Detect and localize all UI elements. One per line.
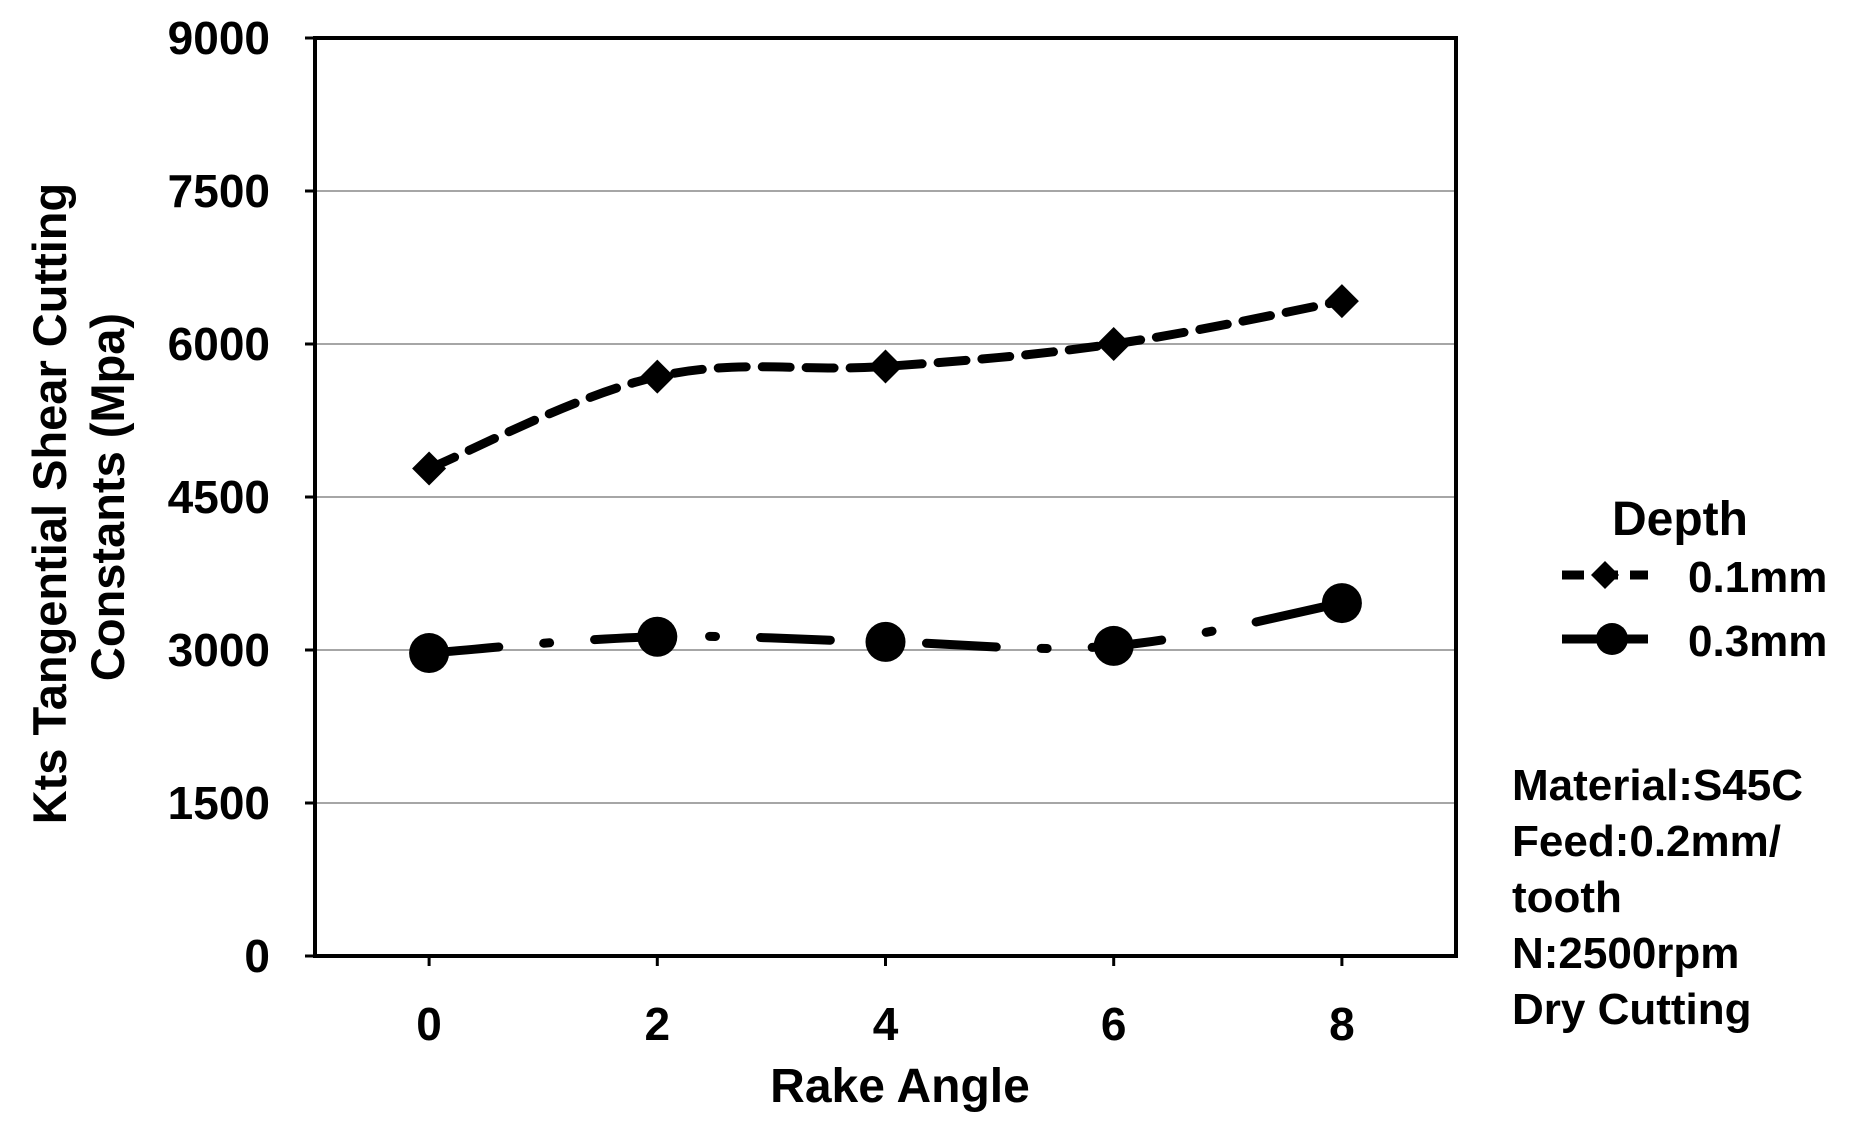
x-tick-label-4: 4 — [873, 998, 899, 1050]
y-tick-label-1500: 1500 — [168, 777, 270, 829]
data-point-0.1mm-4 — [868, 349, 903, 384]
x-tick-label-6: 6 — [1101, 998, 1127, 1050]
y-tick-label-4500: 4500 — [168, 471, 270, 523]
data-point-0.1mm-2 — [640, 359, 675, 394]
y-tick-label-6000: 6000 — [168, 318, 270, 370]
legend-marker-diamond — [1591, 561, 1619, 589]
annotation-line-4: N:2500rpm — [1512, 929, 1739, 978]
annotation-line-5: Dry Cutting — [1512, 985, 1752, 1034]
x-tick-label-2: 2 — [645, 998, 671, 1050]
y-tick-label-7500: 7500 — [168, 165, 270, 217]
data-point-0.3mm-2 — [637, 616, 678, 657]
annotation-line-3: tooth — [1512, 873, 1622, 922]
y-tick-labels: 0 1500 3000 4500 6000 7500 9000 — [168, 12, 270, 982]
y-tick-label-3000: 3000 — [168, 624, 270, 676]
annotation-line-2: Feed:0.2mm/ — [1512, 817, 1781, 866]
annotation: Material:S45C Feed:0.2mm/ tooth N:2500rp… — [1512, 761, 1815, 1034]
data-point-0.1mm-6 — [1096, 327, 1131, 361]
data-point-0.1mm-8 — [1324, 284, 1359, 319]
y-axis-label-line-2: Constants (Mpa) — [81, 313, 134, 681]
data-point-0.3mm-0 — [409, 633, 450, 674]
legend-marker-circle — [1596, 623, 1628, 655]
data-point-0.3mm-6 — [1093, 625, 1134, 666]
legend: Depth 0.1mm 0.3mm — [1562, 493, 1827, 666]
legend-label-0.3mm: 0.3mm — [1688, 617, 1827, 666]
legend-title: Depth — [1612, 493, 1748, 546]
y-tick-label-0: 0 — [244, 930, 270, 982]
x-tick-label-0: 0 — [416, 998, 442, 1050]
x-tick-labels: 0 2 4 6 8 — [416, 956, 1355, 1050]
data-point-0.3mm-4 — [865, 621, 906, 662]
series-line-0.1mm — [424, 296, 1347, 473]
legend-label-0.1mm: 0.1mm — [1688, 553, 1827, 602]
x-tick-label-8: 8 — [1329, 998, 1355, 1050]
x-axis-label: Rake Angle — [770, 1060, 1030, 1113]
data-point-0.3mm-8 — [1321, 583, 1362, 624]
data-point-0.1mm-0 — [412, 451, 447, 486]
gridlines — [305, 36, 1456, 958]
y-axis-label-line-1: Kts Tangential Shear Cutting — [23, 183, 76, 825]
y-axis-label: Kts Tangential Shear Cutting Constants (… — [23, 170, 134, 825]
series-layer — [409, 284, 1362, 674]
annotation-line-1: Material:S45C — [1512, 761, 1803, 810]
y-tick-label-9000: 9000 — [168, 12, 270, 64]
